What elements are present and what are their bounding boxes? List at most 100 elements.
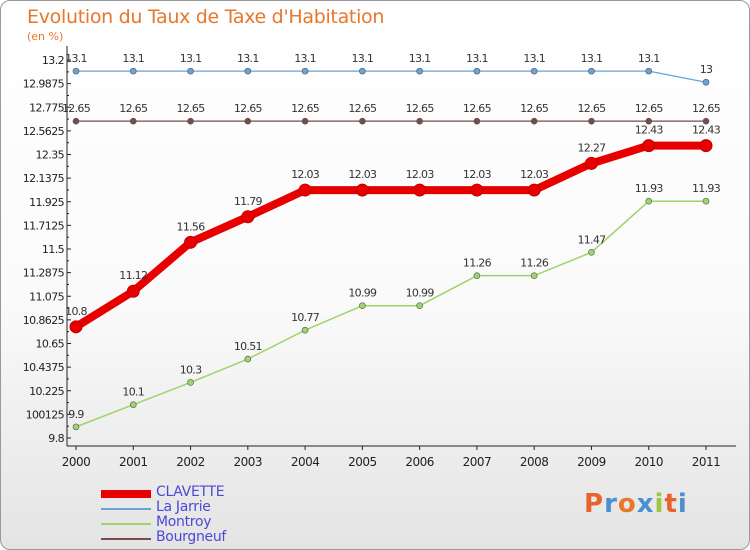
y-tick-label: 12.1375 <box>23 172 65 185</box>
legend-swatch <box>101 538 151 540</box>
data-label-montroy: 10.99 <box>406 287 435 300</box>
series-line-montroy <box>75 200 707 428</box>
data-label-bourgneuf: 12.65 <box>577 102 606 115</box>
data-point-montroy <box>244 355 252 363</box>
data-point-bourgneuf <box>473 117 481 125</box>
legend-label: Montroy <box>156 514 212 530</box>
data-point-bourgneuf <box>187 117 194 125</box>
data-label-montroy: 10.3 <box>180 363 202 376</box>
series-line-la-jarrie <box>75 70 707 83</box>
data-label-montroy: 10.1 <box>122 386 144 399</box>
data-point-montroy <box>72 423 80 431</box>
data-point-clavette <box>241 210 255 224</box>
data-point-montroy <box>473 272 481 279</box>
x-tick-label: 2003 <box>234 455 263 469</box>
data-label-montroy: 11.47 <box>577 233 606 246</box>
data-label-la-jarrie: 13.1 <box>581 52 603 65</box>
y-tick-label: 12.35 <box>36 149 65 162</box>
data-point-montroy <box>301 326 309 334</box>
data-label-bourgneuf: 12.65 <box>692 102 721 115</box>
data-label-montroy: 9.9 <box>68 408 84 421</box>
data-point-la-jarrie <box>129 67 137 75</box>
data-label-bourgneuf: 12.65 <box>291 102 320 115</box>
logo-letter: x <box>636 489 655 519</box>
data-label-montroy: 10.99 <box>348 287 377 300</box>
data-point-la-jarrie <box>244 67 252 75</box>
x-tick-label: 2006 <box>405 455 434 469</box>
data-point-clavette <box>298 183 312 197</box>
data-point-montroy <box>359 302 366 310</box>
data-point-clavette <box>184 235 198 249</box>
y-tick-label: 12.775 <box>29 101 64 114</box>
y-tick-label: 100125 <box>26 408 65 421</box>
y-tick-label: 10.4375 <box>23 361 65 374</box>
data-label-clavette: 12.43 <box>635 124 664 137</box>
data-point-la-jarrie <box>702 78 710 86</box>
data-label-clavette: 12.03 <box>291 168 320 181</box>
y-tick-label: 11.5 <box>42 243 65 256</box>
data-point-la-jarrie <box>187 67 194 75</box>
x-tick-label: 2009 <box>577 455 606 469</box>
data-point-bourgneuf <box>244 117 252 125</box>
x-tick-label: 2000 <box>62 455 91 469</box>
legend-label: Bourgneuf <box>156 529 227 545</box>
data-point-montroy <box>416 302 423 310</box>
data-label-clavette: 12.03 <box>406 168 435 181</box>
data-point-clavette <box>69 320 83 334</box>
logo-letter: o <box>617 489 637 519</box>
series-line-clavette <box>72 141 710 331</box>
x-tick-label: 2008 <box>520 455 549 469</box>
data-label-clavette: 12.43 <box>692 124 721 137</box>
data-label-clavette: 10.8 <box>65 305 87 318</box>
y-tick-label: 11.2875 <box>23 267 65 280</box>
logo-letter: P <box>584 489 605 519</box>
data-point-clavette <box>470 183 484 197</box>
data-point-montroy <box>187 379 194 386</box>
data-label-bourgneuf: 12.65 <box>119 102 148 115</box>
data-point-montroy <box>129 401 137 408</box>
data-label-la-jarrie: 13 <box>700 63 713 76</box>
y-tick-label: 10.225 <box>29 385 64 398</box>
data-label-clavette: 11.56 <box>177 220 206 233</box>
data-point-bourgneuf <box>416 117 423 125</box>
data-label-bourgneuf: 12.65 <box>520 102 549 115</box>
data-point-clavette <box>584 156 598 170</box>
data-point-clavette <box>699 139 713 153</box>
data-point-clavette <box>355 183 369 197</box>
y-tick-label: 12.5625 <box>23 125 65 138</box>
logo-letter: t <box>664 489 678 519</box>
data-point-la-jarrie <box>473 67 481 75</box>
data-point-montroy <box>530 272 538 279</box>
y-tick-label: 9.8 <box>48 432 64 445</box>
legend-swatch <box>101 490 151 498</box>
x-tick-label: 2010 <box>634 455 663 469</box>
data-point-bourgneuf <box>530 117 538 125</box>
data-point-la-jarrie <box>416 67 423 75</box>
data-point-montroy <box>588 249 595 256</box>
logo-letter: i <box>654 489 665 519</box>
proxiti-logo: Proxiti <box>584 489 688 519</box>
data-point-la-jarrie <box>72 67 80 75</box>
legend-label: CLAVETTE <box>156 484 225 500</box>
data-point-clavette <box>527 183 541 197</box>
y-tick-label: 10.8625 <box>23 314 65 327</box>
data-label-la-jarrie: 13.1 <box>122 52 144 65</box>
data-label-bourgneuf: 12.65 <box>234 102 263 115</box>
data-label-bourgneuf: 12.65 <box>635 102 664 115</box>
x-tick-label: 2001 <box>119 455 148 469</box>
data-point-bourgneuf <box>645 117 653 125</box>
data-point-la-jarrie <box>301 67 309 75</box>
x-tick-label: 2005 <box>348 455 377 469</box>
data-label-clavette: 11.79 <box>234 195 263 208</box>
data-point-la-jarrie <box>645 67 653 75</box>
data-label-la-jarrie: 13.1 <box>294 52 316 65</box>
data-label-clavette: 12.03 <box>463 168 492 181</box>
y-tick-label: 12.9875 <box>23 78 65 91</box>
chart-title: Evolution du Taux de Taxe d'Habitation <box>27 6 385 28</box>
data-point-la-jarrie <box>588 67 595 75</box>
data-label-la-jarrie: 13.1 <box>638 52 660 65</box>
data-label-bourgneuf: 12.65 <box>177 102 206 115</box>
y-tick-label: 13.2 <box>42 54 64 67</box>
